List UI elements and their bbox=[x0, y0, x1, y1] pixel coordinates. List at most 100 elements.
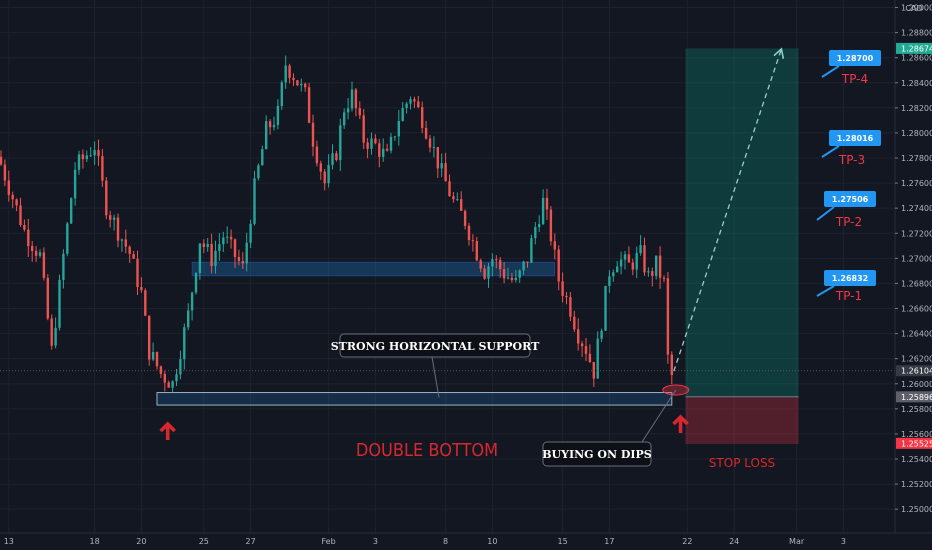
candle bbox=[101, 148, 104, 187]
candle-body bbox=[34, 250, 38, 256]
candle-body bbox=[506, 277, 510, 279]
candle bbox=[245, 232, 248, 272]
up-arrow-icon bbox=[672, 414, 689, 433]
candle bbox=[405, 101, 408, 114]
tp-label: TP-4 bbox=[841, 72, 868, 86]
candle bbox=[475, 236, 478, 262]
candle-body bbox=[651, 271, 654, 276]
candle-body bbox=[378, 143, 381, 157]
candle bbox=[183, 323, 186, 370]
candle-body bbox=[311, 122, 315, 147]
candle-body bbox=[350, 89, 354, 109]
candle-body bbox=[612, 272, 615, 277]
y-tick-label: 1.27400 bbox=[901, 204, 932, 213]
candle bbox=[506, 267, 510, 280]
candle-body bbox=[148, 315, 151, 360]
candle bbox=[526, 261, 529, 268]
candle-body bbox=[194, 272, 198, 293]
tp-badge bbox=[829, 130, 881, 146]
candle bbox=[491, 253, 494, 277]
candle-body bbox=[280, 82, 283, 106]
candle bbox=[541, 189, 545, 226]
candle-body bbox=[487, 266, 490, 279]
candle bbox=[11, 191, 14, 209]
candle-body bbox=[545, 197, 549, 210]
candle-body bbox=[627, 254, 631, 263]
tp-label: TP-2 bbox=[835, 215, 862, 229]
candle-body bbox=[85, 155, 88, 160]
position-tool[interactable] bbox=[685, 48, 799, 444]
y-tick-label: 1.28400 bbox=[901, 79, 932, 88]
candle bbox=[233, 238, 237, 269]
candle bbox=[573, 310, 576, 332]
candle bbox=[3, 159, 7, 187]
candle-body bbox=[77, 154, 81, 170]
candle-body bbox=[261, 149, 264, 166]
candle bbox=[487, 262, 490, 288]
candle-body bbox=[409, 99, 412, 104]
candle bbox=[155, 351, 159, 370]
candle-body bbox=[522, 261, 525, 271]
x-tick-label: 13 bbox=[4, 537, 14, 546]
candle bbox=[175, 368, 178, 386]
candle-body bbox=[132, 253, 135, 259]
candle bbox=[639, 235, 642, 256]
candle bbox=[307, 82, 311, 124]
currency-label: CAD bbox=[905, 4, 922, 13]
candle-body bbox=[15, 199, 18, 206]
candle-body bbox=[643, 245, 646, 273]
price-tag bbox=[896, 391, 932, 403]
candle bbox=[346, 98, 350, 120]
candle-body bbox=[109, 215, 112, 220]
y-tick-label: 1.26600 bbox=[901, 305, 932, 314]
candle bbox=[128, 245, 131, 263]
candle-body bbox=[58, 279, 61, 328]
candle bbox=[397, 109, 400, 146]
tp-pointer bbox=[821, 145, 840, 158]
candle-body bbox=[670, 354, 673, 376]
candle bbox=[77, 150, 81, 175]
candle bbox=[545, 188, 549, 220]
candle bbox=[323, 168, 326, 191]
candle-body bbox=[116, 217, 120, 241]
candle-body bbox=[179, 359, 182, 375]
candle bbox=[288, 63, 291, 84]
candle-body bbox=[569, 297, 572, 317]
candle-body bbox=[557, 249, 560, 282]
candle-body bbox=[339, 125, 342, 161]
candle bbox=[655, 255, 658, 280]
candle bbox=[253, 170, 256, 226]
candle-body bbox=[382, 148, 385, 157]
candle bbox=[284, 55, 287, 89]
candle bbox=[194, 272, 198, 295]
candle bbox=[448, 174, 451, 197]
entry-callout-box bbox=[542, 441, 652, 467]
projection-arrow bbox=[673, 50, 781, 372]
candle bbox=[393, 135, 397, 141]
support-callout-pointer bbox=[431, 356, 440, 398]
candle bbox=[401, 101, 404, 122]
candle-body bbox=[405, 103, 408, 109]
candle-body bbox=[307, 87, 311, 123]
y-tick-label: 1.26800 bbox=[901, 279, 932, 288]
candle-body bbox=[144, 290, 147, 316]
candle bbox=[331, 144, 334, 170]
candle-body bbox=[592, 362, 595, 379]
candle-body bbox=[417, 101, 420, 108]
y-tick-label: 1.26200 bbox=[901, 355, 932, 364]
candle-body bbox=[198, 243, 202, 273]
candle-body bbox=[655, 255, 658, 276]
candle-body bbox=[448, 181, 451, 197]
candle bbox=[647, 267, 650, 277]
candle bbox=[413, 96, 416, 109]
candle bbox=[136, 250, 139, 295]
candle bbox=[577, 318, 580, 351]
y-tick-label: 1.27000 bbox=[901, 254, 932, 263]
candle-body bbox=[588, 353, 592, 363]
zones bbox=[156, 261, 673, 406]
candle-body bbox=[580, 343, 584, 347]
candle-body bbox=[565, 295, 568, 298]
candle-body bbox=[491, 259, 494, 267]
candle-body bbox=[436, 147, 439, 169]
